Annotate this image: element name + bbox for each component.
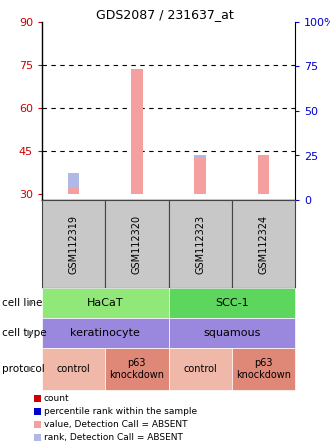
Text: keratinocyte: keratinocyte: [70, 328, 140, 338]
Text: GSM112323: GSM112323: [195, 214, 205, 274]
Text: GDS2087 / 231637_at: GDS2087 / 231637_at: [96, 8, 234, 21]
Text: GSM112320: GSM112320: [132, 214, 142, 274]
Text: HaCaT: HaCaT: [87, 298, 123, 308]
Text: GSM112319: GSM112319: [69, 214, 79, 274]
Text: protocol: protocol: [2, 364, 45, 374]
Bar: [68, 187, 79, 194]
Text: control: control: [183, 364, 217, 374]
Bar: [194, 155, 206, 157]
Bar: [131, 69, 143, 194]
Text: cell type: cell type: [2, 328, 47, 338]
Bar: [194, 157, 206, 194]
Bar: [68, 173, 79, 187]
Text: percentile rank within the sample: percentile rank within the sample: [44, 407, 197, 416]
Text: p63
knockdown: p63 knockdown: [109, 358, 164, 380]
Text: squamous: squamous: [203, 328, 260, 338]
Bar: [258, 155, 269, 194]
Text: cell line: cell line: [2, 298, 42, 308]
Text: rank, Detection Call = ABSENT: rank, Detection Call = ABSENT: [44, 433, 183, 442]
Text: control: control: [57, 364, 90, 374]
Text: p63
knockdown: p63 knockdown: [236, 358, 291, 380]
Text: value, Detection Call = ABSENT: value, Detection Call = ABSENT: [44, 420, 187, 429]
Text: count: count: [44, 394, 70, 403]
Text: GSM112324: GSM112324: [258, 214, 268, 274]
Text: SCC-1: SCC-1: [215, 298, 248, 308]
